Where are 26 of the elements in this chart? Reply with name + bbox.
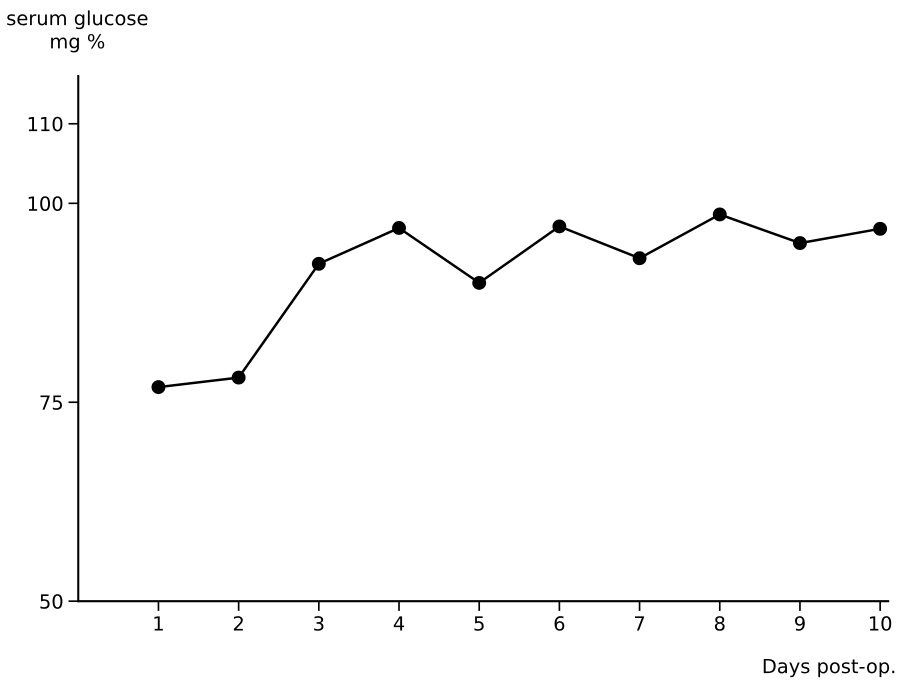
x-tick-label: 7 xyxy=(634,616,644,631)
point xyxy=(232,370,246,385)
x-tick-label: 1 xyxy=(154,616,163,631)
point xyxy=(632,251,647,266)
point xyxy=(392,221,406,235)
x-tick-label: 8 xyxy=(714,616,725,631)
point xyxy=(152,380,166,394)
x-axis-title: Days post-op. xyxy=(764,658,894,678)
point xyxy=(712,208,727,222)
y-tick-label: 75 xyxy=(40,395,62,410)
x-tick-label: 9 xyxy=(794,616,805,631)
x-tick-label: 4 xyxy=(394,616,404,631)
y-tick-label: 110 xyxy=(28,116,62,132)
point xyxy=(312,256,326,271)
point xyxy=(472,276,486,290)
x-tick-label: 3 xyxy=(314,616,324,631)
point xyxy=(873,222,888,236)
point xyxy=(793,236,807,250)
x-tick-label: 5 xyxy=(474,616,484,631)
x-tick-label: 10 xyxy=(870,616,892,631)
y-tick-label: 50 xyxy=(40,594,62,609)
x-tick-label: 6 xyxy=(554,616,564,631)
y-tick-label: 100 xyxy=(28,196,62,211)
x-tick-label: 2 xyxy=(234,616,243,631)
point xyxy=(552,219,566,234)
y-axis-title: serum glucose mg % xyxy=(7,10,148,52)
